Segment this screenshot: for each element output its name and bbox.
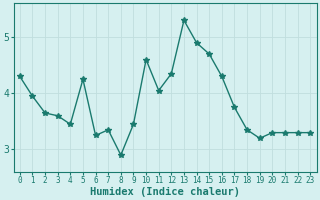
X-axis label: Humidex (Indice chaleur): Humidex (Indice chaleur) <box>90 186 240 197</box>
